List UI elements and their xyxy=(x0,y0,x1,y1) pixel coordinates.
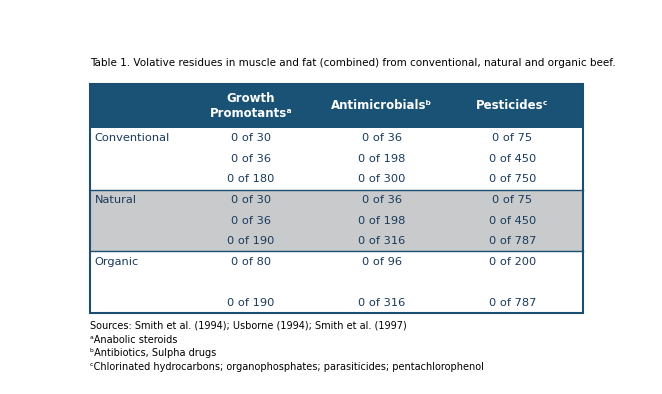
Text: 0 of 316: 0 of 316 xyxy=(358,298,405,308)
Text: ᶜChlorinated hydrocarbons; organophosphates; parasiticides; pentachlorophenol: ᶜChlorinated hydrocarbons; organophospha… xyxy=(91,362,485,372)
Text: Sources: Smith et al. (1994); Usborne (1994); Smith et al. (1997): Sources: Smith et al. (1994); Usborne (1… xyxy=(91,321,407,331)
Text: 0 of 450: 0 of 450 xyxy=(489,154,536,164)
Text: 0 of 198: 0 of 198 xyxy=(358,154,405,164)
Bar xyxy=(91,190,583,251)
Text: 0 of 30: 0 of 30 xyxy=(231,195,271,205)
Text: 0 of 316: 0 of 316 xyxy=(358,236,405,246)
Bar xyxy=(91,128,583,190)
Text: 0 of 75: 0 of 75 xyxy=(493,195,532,205)
Text: Organic: Organic xyxy=(95,257,139,267)
Text: Growth
Promotantsᵃ: Growth Promotantsᵃ xyxy=(209,92,292,120)
Text: ᵇAntibiotics, Sulpha drugs: ᵇAntibiotics, Sulpha drugs xyxy=(91,348,216,358)
Text: 0 of 190: 0 of 190 xyxy=(227,236,275,246)
Text: 0 of 300: 0 of 300 xyxy=(358,174,405,184)
Text: 0 of 30: 0 of 30 xyxy=(231,133,271,143)
Text: Table 1. Volative residues in muscle and fat (combined) from conventional, natur: Table 1. Volative residues in muscle and… xyxy=(91,58,616,68)
Bar xyxy=(91,84,583,128)
Text: Conventional: Conventional xyxy=(95,133,169,143)
Text: 0 of 80: 0 of 80 xyxy=(231,257,271,267)
Text: 0 of 96: 0 of 96 xyxy=(361,257,402,267)
Text: 0 of 198: 0 of 198 xyxy=(358,216,405,225)
Text: ᵃAnabolic steroids: ᵃAnabolic steroids xyxy=(91,335,178,345)
Text: 0 of 200: 0 of 200 xyxy=(489,257,536,267)
Text: 0 of 787: 0 of 787 xyxy=(489,298,536,308)
Text: 0 of 750: 0 of 750 xyxy=(489,174,536,184)
Text: 0 of 180: 0 of 180 xyxy=(227,174,275,184)
Text: 0 of 787: 0 of 787 xyxy=(489,236,536,246)
Text: 0 of 190: 0 of 190 xyxy=(227,298,275,308)
Text: Antimicrobialsᵇ: Antimicrobialsᵇ xyxy=(331,99,432,112)
Text: 0 of 36: 0 of 36 xyxy=(231,216,271,225)
Text: 0 of 36: 0 of 36 xyxy=(231,154,271,164)
Text: Natural: Natural xyxy=(95,195,136,205)
Bar xyxy=(91,251,583,313)
Text: 0 of 36: 0 of 36 xyxy=(361,133,402,143)
Text: Pesticidesᶜ: Pesticidesᶜ xyxy=(476,99,549,112)
Text: 0 of 75: 0 of 75 xyxy=(493,133,532,143)
Bar xyxy=(91,84,583,313)
Text: 0 of 36: 0 of 36 xyxy=(361,195,402,205)
Text: 0 of 450: 0 of 450 xyxy=(489,216,536,225)
